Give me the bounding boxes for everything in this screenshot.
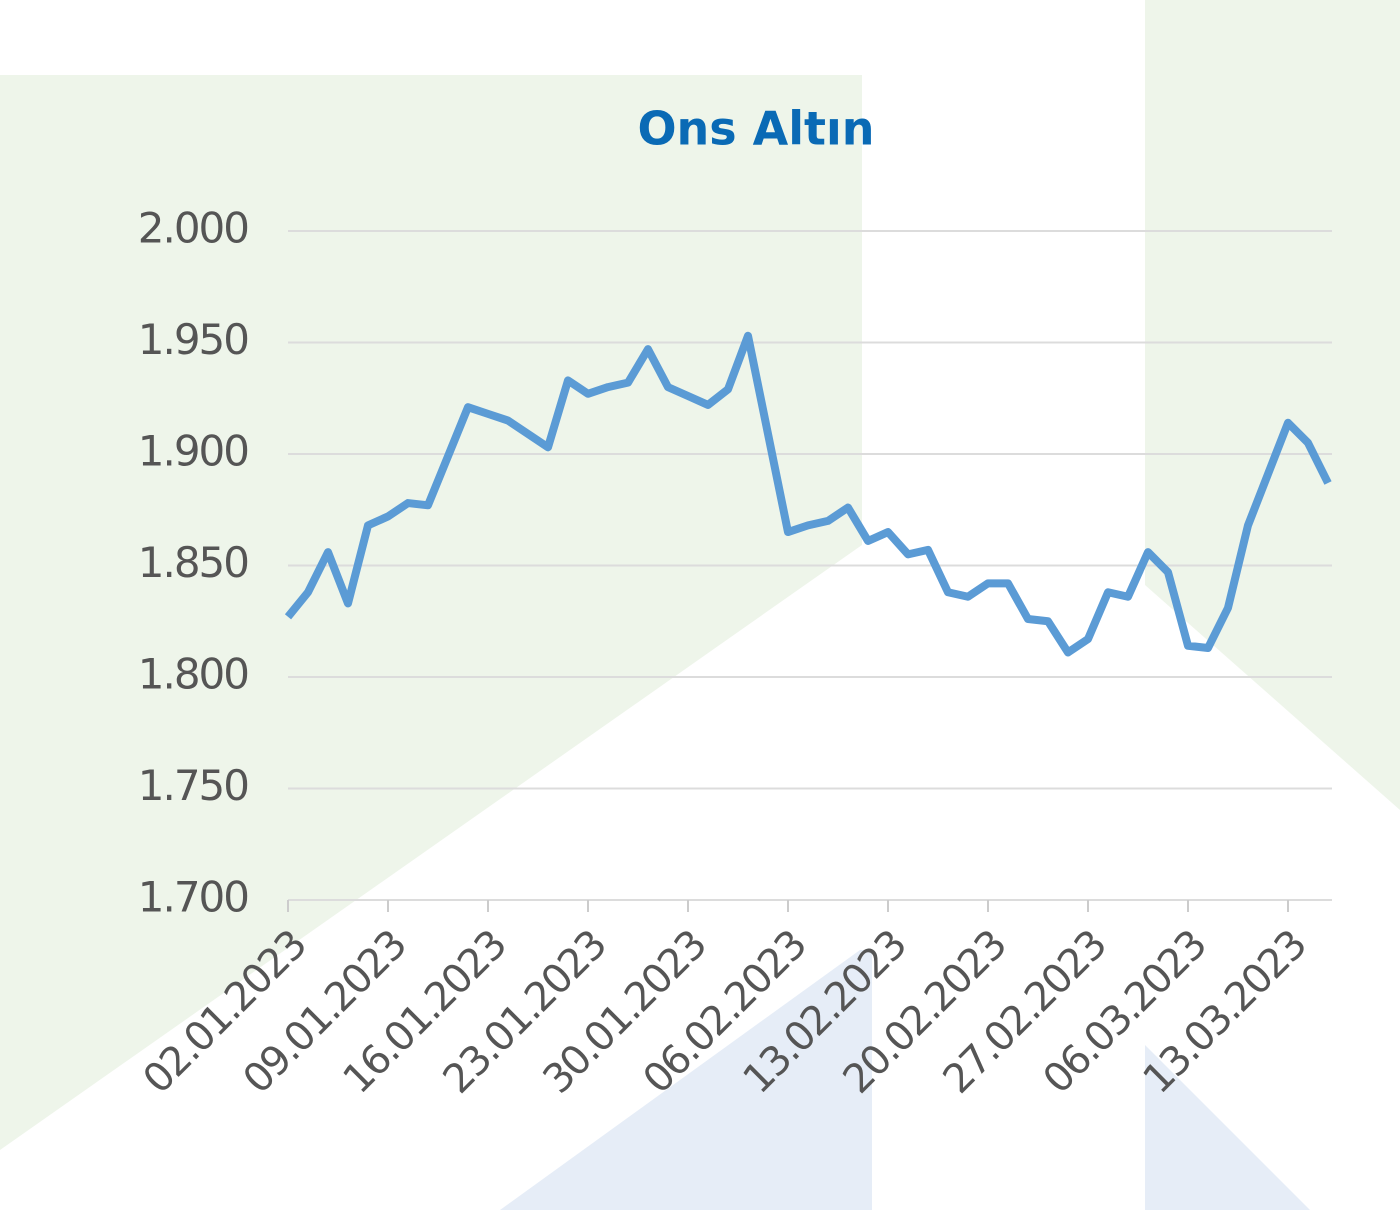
y-tick-label: 1.900 — [138, 427, 248, 476]
background-shape — [1145, 0, 1400, 810]
y-tick-label: 1.950 — [138, 315, 248, 364]
y-tick-label: 1.750 — [138, 761, 248, 810]
background-shape — [1145, 1045, 1310, 1210]
y-tick-label: 1.800 — [138, 650, 248, 699]
y-tick-label: 2.000 — [138, 204, 248, 253]
data-line — [284, 331, 1332, 657]
y-tick-label: 1.850 — [138, 538, 248, 587]
y-tick-label: 1.700 — [138, 873, 248, 922]
chart-title: Ons Altın — [637, 102, 874, 156]
background-shape — [0, 75, 862, 1150]
background-shape — [500, 950, 872, 1210]
